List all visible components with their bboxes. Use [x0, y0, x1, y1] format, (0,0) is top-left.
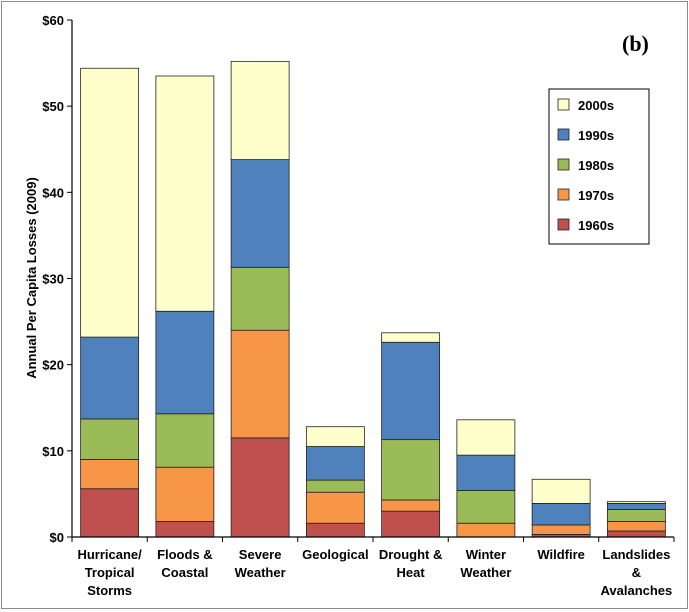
x-tick-label-floods-coastal: Floods & Coastal: [157, 547, 213, 580]
legend-swatch-2000s: [557, 98, 570, 111]
x-tick-label-drought-heat: Drought & Heat: [379, 547, 443, 580]
bar-segment-geological-1980s: [305, 479, 365, 493]
legend-swatch-1990s: [557, 128, 570, 141]
bar-segment-floods-coastal-1960s: [155, 521, 215, 538]
bar-segment-winter-weather-2000s: [456, 419, 516, 456]
bar-segment-severe-weather-1960s: [230, 437, 290, 538]
axes: [71, 20, 675, 542]
bar-segment-hurricane-tropical-storms-1990s: [80, 336, 140, 420]
x-tick-label-winter-weather: Winter Weather: [460, 547, 511, 580]
bar-segment-geological-1970s: [305, 491, 365, 524]
bar-segment-geological-2000s: [305, 426, 365, 447]
y-axis-ticks: $0 $10 $20 $30 $40 $50 $60: [42, 13, 72, 545]
y-tick-label: $60: [42, 13, 64, 28]
x-tick-label-wildfire: Wildfire: [537, 547, 585, 562]
legend-swatch-1960s: [557, 218, 570, 231]
bar-segment-severe-weather-1980s: [230, 266, 290, 331]
y-tick-label: $10: [42, 444, 64, 459]
bar-segment-wildfire-1970s: [531, 524, 591, 535]
bar-segment-landslides-avalanches-1970s: [606, 521, 666, 532]
bar-segment-hurricane-tropical-storms-1960s: [80, 488, 140, 538]
bar-segment-wildfire-2000s: [531, 478, 591, 504]
legend-label-1990s: 1990s: [578, 128, 614, 143]
bar-segment-landslides-avalanches-2000s: [606, 501, 666, 504]
bar-segment-drought-heat-2000s: [381, 332, 441, 343]
bar-segment-winter-weather-1970s: [456, 522, 516, 538]
bar-segment-floods-coastal-1980s: [155, 413, 215, 468]
legend-label-1960s: 1960s: [578, 218, 614, 233]
y-axis-label: Annual Per Capita Losses (2009): [24, 177, 39, 379]
bar-segment-landslides-avalanches-1960s: [606, 530, 666, 538]
bar-segment-wildfire-1990s: [531, 502, 591, 526]
bar-segment-landslides-avalanches-1990s: [606, 502, 666, 510]
bar-segment-floods-coastal-1970s: [155, 466, 215, 522]
bar-segment-drought-heat-1990s: [381, 341, 441, 441]
y-tick-label: $50: [42, 99, 64, 114]
bar-segment-landslides-avalanches-1980s: [606, 509, 666, 522]
bar-segment-geological-1990s: [305, 446, 365, 481]
bar-segment-severe-weather-1990s: [230, 159, 290, 268]
y-tick-label: $40: [42, 185, 64, 200]
x-tick-label-landslides-avalanches: Landslides & Avalanches: [600, 547, 672, 598]
x-tick-label-severe-weather: Severe Weather: [235, 547, 286, 580]
bar-segment-winter-weather-1980s: [456, 490, 516, 524]
bar-segment-drought-heat-1970s: [381, 499, 441, 512]
bar-segment-floods-coastal-2000s: [155, 75, 215, 312]
bar-segment-severe-weather-2000s: [230, 60, 290, 160]
legend-swatch-1980s: [557, 158, 570, 171]
bar-segment-hurricane-tropical-storms-1980s: [80, 418, 140, 460]
bar-segment-drought-heat-1960s: [381, 510, 441, 538]
legend-label-1980s: 1980s: [578, 158, 614, 173]
bar-segment-winter-weather-1990s: [456, 454, 516, 491]
legend-label-2000s: 2000s: [578, 98, 614, 113]
y-tick-label: $30: [42, 272, 64, 287]
legend-swatch-1970s: [557, 188, 570, 201]
x-tick-label-hurricane-tropical-storms: Hurricane/Tropical Storms: [77, 547, 142, 598]
bar-segment-drought-heat-1980s: [381, 439, 441, 501]
bars-group: [80, 60, 666, 538]
panel-label: (b): [622, 31, 649, 56]
y-tick-label: $20: [42, 358, 64, 373]
bar-segment-hurricane-tropical-storms-1970s: [80, 459, 140, 490]
bar-segment-geological-1960s: [305, 522, 365, 538]
x-tick-label-geological: Geological: [302, 547, 368, 562]
bar-segment-hurricane-tropical-storms-2000s: [80, 67, 140, 338]
legend-label-1970s: 1970s: [578, 188, 614, 203]
bar-segment-severe-weather-1970s: [230, 329, 290, 439]
legend: 2000s 1990s 1980s 1970s 1960s: [548, 88, 650, 245]
x-axis-labels: Hurricane/Tropical Storms Floods & Coastal S…: [77, 547, 672, 598]
y-tick-label: $0: [50, 530, 64, 545]
bar-segment-floods-coastal-1990s: [155, 310, 215, 415]
